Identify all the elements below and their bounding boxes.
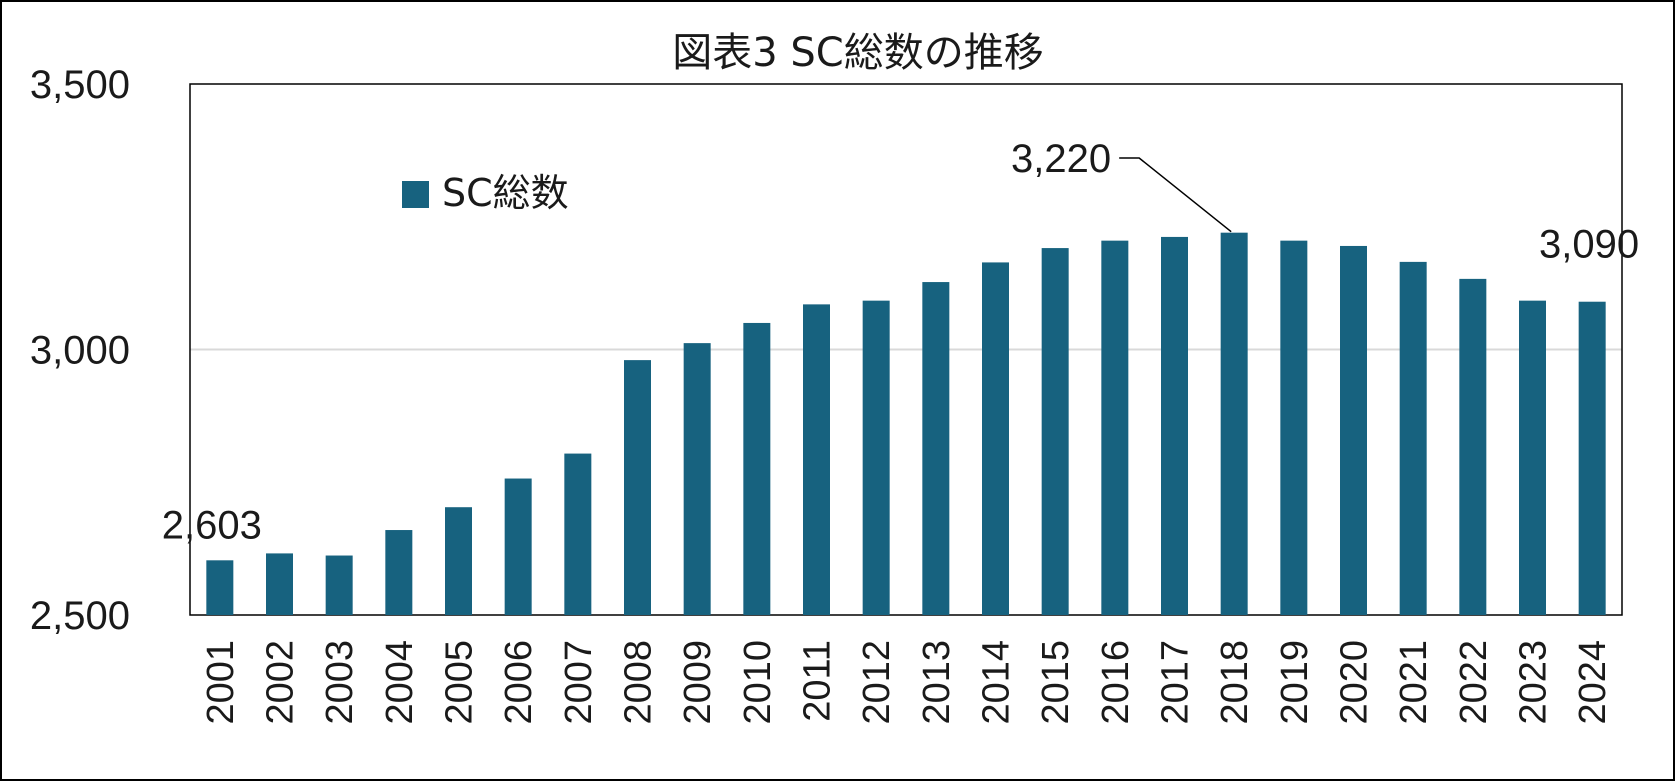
bar xyxy=(1280,240,1308,615)
x-tick-label: 2022 xyxy=(1453,640,1495,725)
legend: SC総数 xyxy=(402,171,569,215)
bar xyxy=(1519,300,1546,615)
data-label: 3,090 xyxy=(1539,223,1639,267)
bars xyxy=(206,232,1606,616)
bar xyxy=(1459,278,1487,615)
bar xyxy=(1399,261,1427,615)
chart-title: 図表3 SC総数の推移 xyxy=(672,30,1043,76)
bar xyxy=(1161,236,1188,616)
bar xyxy=(445,507,472,615)
bar xyxy=(385,530,413,615)
bar xyxy=(504,478,532,615)
bar xyxy=(922,282,950,615)
bar xyxy=(564,453,592,615)
x-tick-label: 2006 xyxy=(498,640,540,725)
legend-swatch xyxy=(402,181,429,208)
leader-line xyxy=(1119,157,1232,233)
plot-area xyxy=(189,83,1623,616)
x-tick-label: 2020 xyxy=(1334,640,1376,725)
x-tick-label: 2021 xyxy=(1393,640,1435,725)
bar xyxy=(1578,301,1606,615)
x-tick-label: 2017 xyxy=(1155,640,1197,725)
bar xyxy=(266,553,293,615)
bar xyxy=(206,560,234,615)
y-axis-ticks: 2,500 3,000 3,500 xyxy=(30,63,130,638)
x-tick-label: 2008 xyxy=(618,640,660,725)
legend-label: SC総数 xyxy=(442,171,569,215)
x-tick-label: 2001 xyxy=(200,640,242,725)
bar xyxy=(1340,245,1367,615)
bar xyxy=(624,360,651,615)
data-labels: 2,603 3,220 3,090 xyxy=(162,137,1639,547)
x-tick-label: 2023 xyxy=(1513,640,1555,725)
x-tick-label: 2016 xyxy=(1095,640,1137,725)
x-axis-ticks: 2001 2002 2003 2004 2005 2006 2007 2008 2009 2010… xyxy=(200,640,1614,725)
x-tick-label: 2007 xyxy=(558,640,600,725)
bar xyxy=(1101,240,1129,615)
x-tick-label: 2014 xyxy=(976,640,1018,725)
x-tick-label: 2024 xyxy=(1572,640,1614,725)
bar xyxy=(982,262,1009,615)
x-tick-label: 2005 xyxy=(439,640,481,725)
x-tick-label: 2018 xyxy=(1214,640,1256,725)
data-label: 2,603 xyxy=(162,503,262,547)
bar xyxy=(1041,248,1069,616)
x-tick-label: 2002 xyxy=(260,640,302,725)
x-tick-label: 2015 xyxy=(1035,640,1077,725)
x-tick-label: 2012 xyxy=(856,640,898,725)
bar xyxy=(862,300,890,615)
x-tick-label: 2011 xyxy=(797,640,839,722)
y-tick-label: 3,500 xyxy=(30,63,130,107)
x-tick-label: 2010 xyxy=(737,640,779,725)
bar xyxy=(683,343,711,615)
bar xyxy=(743,322,771,615)
x-tick-label: 2003 xyxy=(319,640,361,725)
bar xyxy=(325,555,353,615)
y-tick-label: 3,000 xyxy=(30,329,130,373)
bar xyxy=(1220,232,1248,615)
y-tick-label: 2,500 xyxy=(30,594,130,638)
x-tick-label: 2013 xyxy=(916,640,958,725)
x-tick-label: 2009 xyxy=(677,640,719,725)
x-tick-label: 2019 xyxy=(1274,640,1316,725)
bar xyxy=(803,304,830,615)
x-tick-label: 2004 xyxy=(379,640,421,725)
data-label: 3,220 xyxy=(1011,137,1111,181)
